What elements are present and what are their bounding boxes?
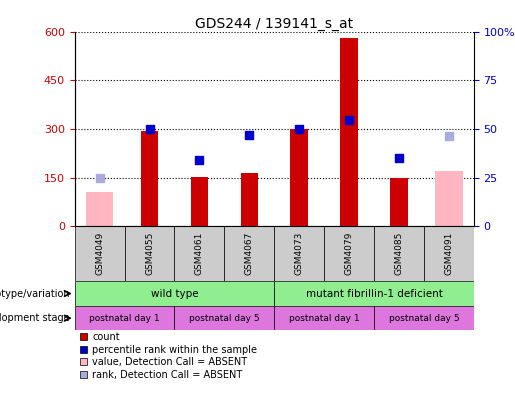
Bar bbox=[435, 171, 462, 226]
FancyBboxPatch shape bbox=[175, 306, 274, 331]
FancyBboxPatch shape bbox=[424, 226, 474, 281]
Point bbox=[145, 126, 153, 132]
Point bbox=[295, 126, 303, 132]
Text: genotype/variation: genotype/variation bbox=[0, 289, 70, 299]
Text: GSM4067: GSM4067 bbox=[245, 232, 254, 275]
Text: GSM4073: GSM4073 bbox=[295, 232, 304, 275]
FancyBboxPatch shape bbox=[75, 226, 125, 281]
FancyBboxPatch shape bbox=[274, 226, 324, 281]
Text: GSM4055: GSM4055 bbox=[145, 232, 154, 275]
FancyBboxPatch shape bbox=[175, 226, 225, 281]
Title: GDS244 / 139141_s_at: GDS244 / 139141_s_at bbox=[195, 17, 353, 30]
Bar bbox=[241, 173, 258, 226]
FancyBboxPatch shape bbox=[374, 226, 424, 281]
Text: postnatal day 5: postnatal day 5 bbox=[389, 314, 459, 323]
FancyBboxPatch shape bbox=[374, 306, 474, 331]
Text: postnatal day 5: postnatal day 5 bbox=[189, 314, 260, 323]
Point bbox=[445, 133, 453, 139]
Bar bbox=[290, 129, 308, 226]
Text: mutant fibrillin-1 deficient: mutant fibrillin-1 deficient bbox=[305, 289, 442, 299]
Point bbox=[395, 155, 403, 161]
FancyBboxPatch shape bbox=[75, 306, 175, 331]
Point bbox=[345, 117, 353, 123]
Text: GSM4061: GSM4061 bbox=[195, 232, 204, 275]
FancyBboxPatch shape bbox=[75, 281, 274, 306]
Point bbox=[95, 175, 104, 181]
FancyBboxPatch shape bbox=[274, 281, 474, 306]
Text: GSM4049: GSM4049 bbox=[95, 232, 104, 275]
Text: GSM4091: GSM4091 bbox=[444, 232, 453, 275]
Bar bbox=[390, 177, 408, 226]
Point bbox=[195, 156, 203, 163]
Point bbox=[245, 132, 253, 139]
Bar bbox=[86, 192, 113, 226]
Legend: count, percentile rank within the sample, value, Detection Call = ABSENT, rank, : count, percentile rank within the sample… bbox=[79, 332, 257, 379]
FancyBboxPatch shape bbox=[324, 226, 374, 281]
Text: development stage: development stage bbox=[0, 313, 70, 323]
FancyBboxPatch shape bbox=[274, 306, 374, 331]
Bar bbox=[141, 131, 158, 226]
Bar bbox=[191, 177, 208, 226]
Text: GSM4085: GSM4085 bbox=[394, 232, 403, 275]
Bar bbox=[340, 38, 358, 226]
Text: postnatal day 1: postnatal day 1 bbox=[289, 314, 359, 323]
FancyBboxPatch shape bbox=[125, 226, 175, 281]
Text: GSM4079: GSM4079 bbox=[345, 232, 354, 275]
Text: wild type: wild type bbox=[151, 289, 198, 299]
Text: postnatal day 1: postnatal day 1 bbox=[89, 314, 160, 323]
FancyBboxPatch shape bbox=[225, 226, 274, 281]
